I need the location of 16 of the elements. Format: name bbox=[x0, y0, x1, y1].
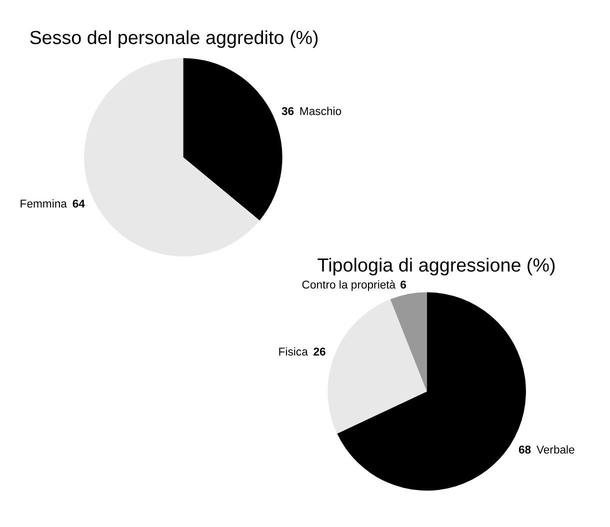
slice-label: Maschio bbox=[299, 106, 342, 118]
data-label: 6 bbox=[400, 280, 406, 292]
pie-slice bbox=[390, 292, 427, 392]
chart-title: Tipologia di aggressione (%) bbox=[317, 256, 556, 277]
data-label: 68 bbox=[518, 444, 532, 456]
pie-slice bbox=[328, 299, 427, 434]
data-label: 36 bbox=[281, 106, 294, 118]
chart-title: Sesso del personale aggredito (%) bbox=[29, 28, 319, 49]
pie-slice bbox=[183, 58, 282, 220]
slice-label: Fisica bbox=[278, 346, 309, 358]
slice-label: Femmina bbox=[20, 198, 68, 210]
data-label: 64 bbox=[72, 198, 86, 210]
data-label: 26 bbox=[313, 346, 326, 358]
pie-slice bbox=[84, 58, 260, 256]
slice-label: Verbale bbox=[536, 444, 575, 456]
slice-label: Contro la proprietà bbox=[302, 280, 396, 292]
